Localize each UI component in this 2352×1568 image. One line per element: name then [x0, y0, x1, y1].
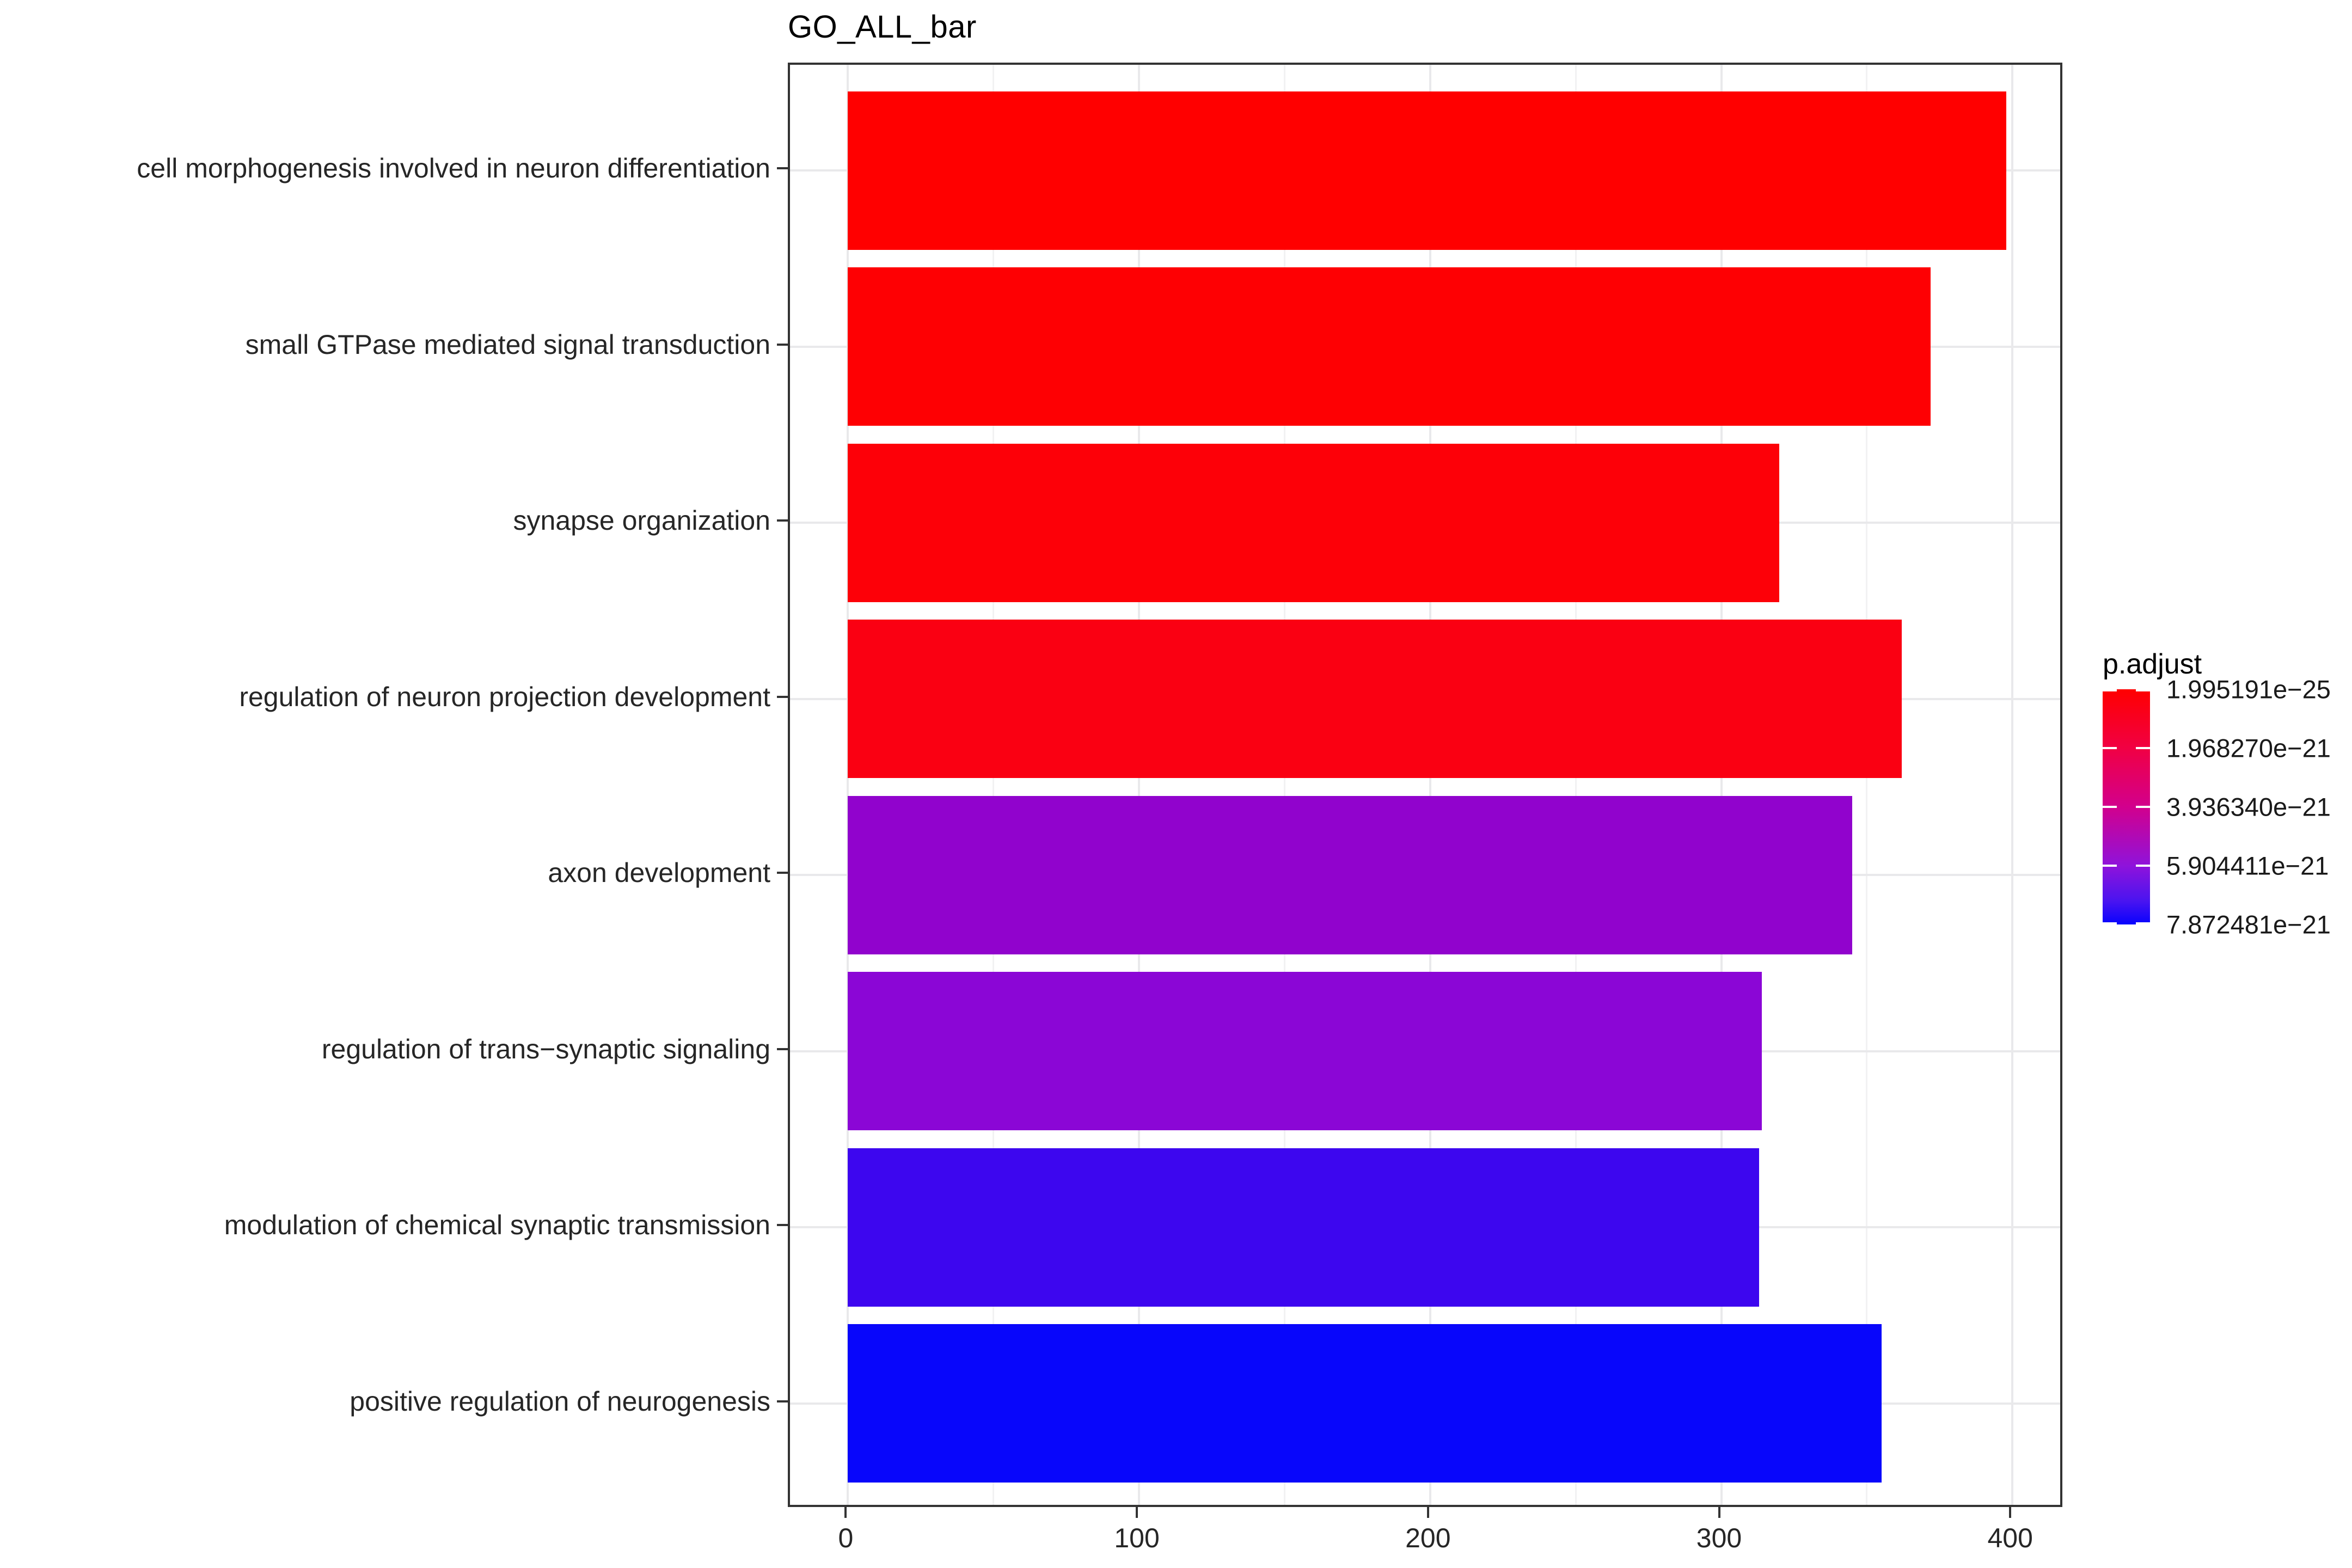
x-axis-tick-label: 0: [838, 1523, 854, 1553]
bar-3: [848, 443, 1780, 602]
y-axis-tick: [777, 872, 788, 874]
y-axis-tick: [777, 695, 788, 698]
bar-5: [848, 795, 1853, 954]
y-axis-tick: [777, 343, 788, 346]
minor-gridline: [1283, 65, 1285, 1505]
legend-tick: [2136, 865, 2150, 867]
bar-6: [848, 972, 1762, 1131]
legend-tick-label: 5.904411e−21: [2166, 851, 2329, 880]
y-axis-category-label: regulation of neuron projection developm…: [239, 681, 770, 712]
legend-tick: [2103, 747, 2117, 749]
legend-tick: [2136, 922, 2150, 924]
plot-panel: [788, 63, 2062, 1507]
y-axis-tick: [777, 1048, 788, 1050]
legend-tick: [2103, 689, 2117, 691]
bar-7: [848, 1148, 1759, 1307]
legend-tick-label: 1.995191e−25: [2166, 675, 2331, 704]
major-gridline: [2011, 65, 2014, 1505]
x-axis-tick-label: 100: [1114, 1523, 1160, 1553]
bar-2: [848, 267, 1931, 426]
x-axis-tick-label: 400: [1987, 1523, 2033, 1553]
legend-tick: [2103, 806, 2117, 808]
y-axis-tick: [777, 519, 788, 522]
legend-tick: [2136, 806, 2150, 808]
bar-4: [848, 620, 1902, 779]
minor-gridline: [993, 65, 995, 1505]
x-axis-tick: [1718, 1507, 1720, 1518]
y-axis-tick: [777, 1400, 788, 1402]
y-axis-category-label: small GTPase mediated signal transductio…: [245, 329, 770, 360]
legend-tick-label: 3.936340e−21: [2166, 792, 2331, 822]
legend-tick: [2103, 922, 2117, 924]
x-axis-tick: [2009, 1507, 2012, 1518]
legend-tick: [2103, 865, 2117, 867]
legend-colorbar-gradient: [2103, 689, 2150, 924]
x-axis-tick: [844, 1507, 847, 1518]
x-axis-tick-label: 300: [1696, 1523, 1742, 1553]
major-gridline: [1720, 65, 1723, 1505]
minor-gridline: [1866, 65, 1868, 1505]
y-axis-category-label: axon development: [548, 857, 770, 889]
y-axis-category-label: cell morphogenesis involved in neuron di…: [137, 153, 770, 184]
major-gridline: [1138, 65, 1141, 1505]
minor-gridline: [1575, 65, 1577, 1505]
y-axis-category-label: regulation of trans−synaptic signaling: [321, 1033, 770, 1064]
bar-8: [848, 1324, 1882, 1483]
x-axis-tick: [1426, 1507, 1429, 1518]
y-axis-tick: [777, 1224, 788, 1227]
bar-1: [848, 91, 2007, 250]
y-axis-category-label: positive regulation of neurogenesis: [350, 1386, 770, 1417]
x-axis-tick-label: 200: [1405, 1523, 1451, 1553]
legend-tick-label: 7.872481e−21: [2166, 910, 2331, 939]
major-gridline: [1429, 65, 1431, 1505]
legend-title: p.adjust: [2103, 648, 2202, 680]
x-axis-tick: [1136, 1507, 1138, 1518]
y-axis-tick: [777, 167, 788, 170]
y-axis-category-label: modulation of chemical synaptic transmis…: [224, 1210, 770, 1241]
major-gridline: [847, 65, 849, 1505]
legend-tick: [2136, 747, 2150, 749]
chart-title: GO_ALL_bar: [788, 9, 977, 45]
y-axis-category-label: synapse organization: [513, 505, 770, 536]
legend-tick: [2136, 689, 2150, 691]
legend-tick-label: 1.968270e−21: [2166, 733, 2331, 763]
